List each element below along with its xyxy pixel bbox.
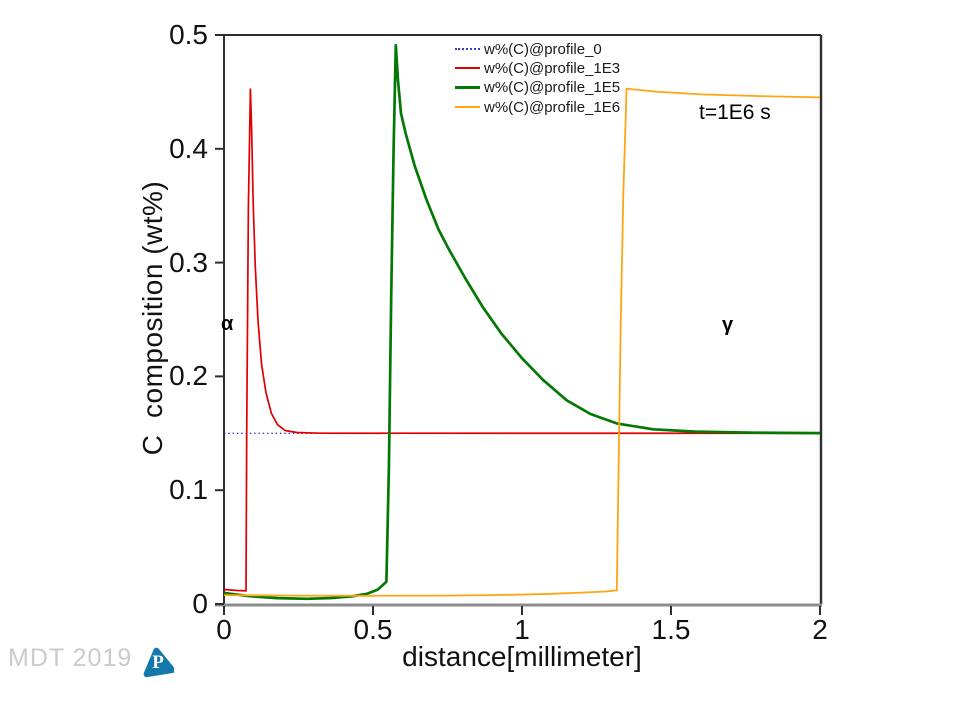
y-tick-label: 0	[192, 588, 208, 619]
legend-line-sample	[455, 67, 480, 70]
x-tick-label: 0	[216, 614, 232, 645]
logo-letter: P	[152, 652, 164, 673]
legend-item: w%(C)@profile_1E5	[455, 78, 620, 97]
series-line-w%(C)@profile_1E6	[223, 87, 821, 597]
legend-line-sample	[455, 48, 480, 50]
legend-item: w%(C)@profile_0	[455, 40, 602, 59]
legend-item: w%(C)@profile_1E6	[455, 98, 620, 117]
series-line-w%(C)@profile_1E3	[223, 88, 821, 592]
y-tick-label: 0.2	[169, 360, 208, 392]
legend-label: w%(C)@profile_1E5	[484, 79, 621, 97]
y-tick-label: 0.3	[169, 246, 208, 278]
x-tick-label: 0.5	[353, 614, 393, 645]
legend-line-sample	[455, 86, 480, 90]
alpha-phase-label: α	[221, 313, 234, 335]
legend-label: w%(C)@profile_0	[484, 40, 602, 58]
gamma-phase-label: γ	[722, 314, 734, 336]
legend-label: w%(C)@profile_1E3	[484, 59, 621, 77]
legend-label: w%(C)@profile_1E6	[484, 98, 621, 116]
x-tick-label: 1	[514, 614, 530, 645]
y-tick-label: 0.1	[169, 474, 208, 506]
x-axis-title: distance[millimeter]	[402, 641, 642, 672]
time-annotation: t=1E6 s	[699, 101, 771, 124]
y-tick-label: 0.5	[169, 19, 208, 50]
mdt-logo-icon: P	[143, 647, 174, 678]
watermark-text: MDT 2019	[8, 644, 133, 672]
y-axis-title: C composition (wt%)	[137, 180, 168, 456]
x-tick-label: 2	[812, 614, 828, 645]
y-tick-label: 0.4	[169, 132, 208, 164]
legend-item: w%(C)@profile_1E3	[455, 59, 620, 78]
x-tick-label: 1.5	[651, 614, 691, 645]
legend-line-sample	[455, 106, 480, 109]
